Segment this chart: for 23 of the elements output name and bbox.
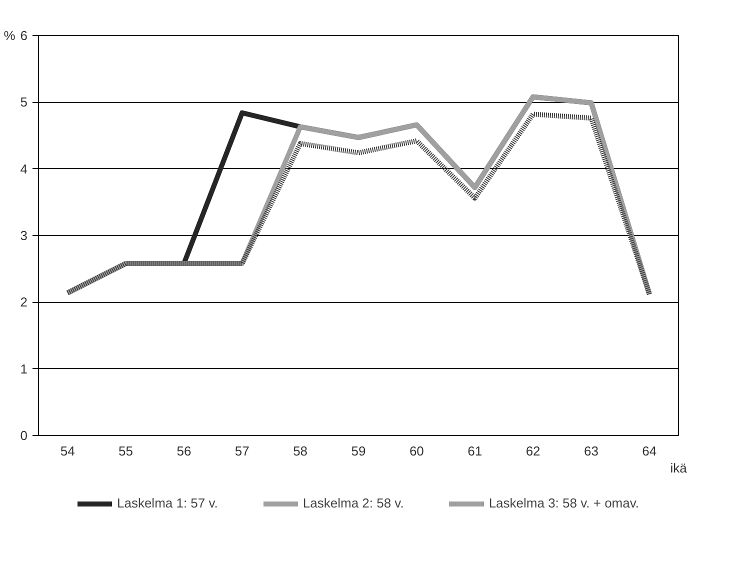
y-tick-label: 4 bbox=[20, 161, 28, 176]
y-tick-label: 0 bbox=[20, 428, 28, 443]
x-tick-label: 59 bbox=[351, 444, 366, 458]
legend-label: Laskelma 3: 58 v. + omav. bbox=[488, 496, 640, 510]
x-tick-label: 58 bbox=[293, 444, 308, 458]
x-tick-label: 60 bbox=[409, 444, 424, 458]
legend-label: Laskelma 1: 57 v. bbox=[116, 496, 218, 510]
y-tick-label: 6 bbox=[20, 28, 28, 43]
x-tick-label: 55 bbox=[118, 444, 134, 458]
x-tick-label: 64 bbox=[642, 444, 657, 458]
x-tick-label: 57 bbox=[234, 444, 250, 458]
x-axis-title: ikä bbox=[670, 460, 688, 476]
y-axis-title: % bbox=[4, 28, 16, 43]
y-tick-label: 2 bbox=[20, 294, 28, 310]
x-tick-label: 54 bbox=[60, 444, 75, 458]
x-tick-label: 62 bbox=[526, 444, 540, 458]
x-tick-label: 61 bbox=[468, 444, 482, 458]
y-tick-label: 5 bbox=[20, 94, 28, 110]
x-tick-label: 56 bbox=[176, 444, 192, 458]
x-tick-label: 63 bbox=[584, 444, 598, 458]
y-tick-label: 1 bbox=[20, 361, 28, 376]
legend-label: Laskelma 2: 58 v. bbox=[302, 496, 404, 510]
y-tick-label: 3 bbox=[20, 228, 28, 243]
